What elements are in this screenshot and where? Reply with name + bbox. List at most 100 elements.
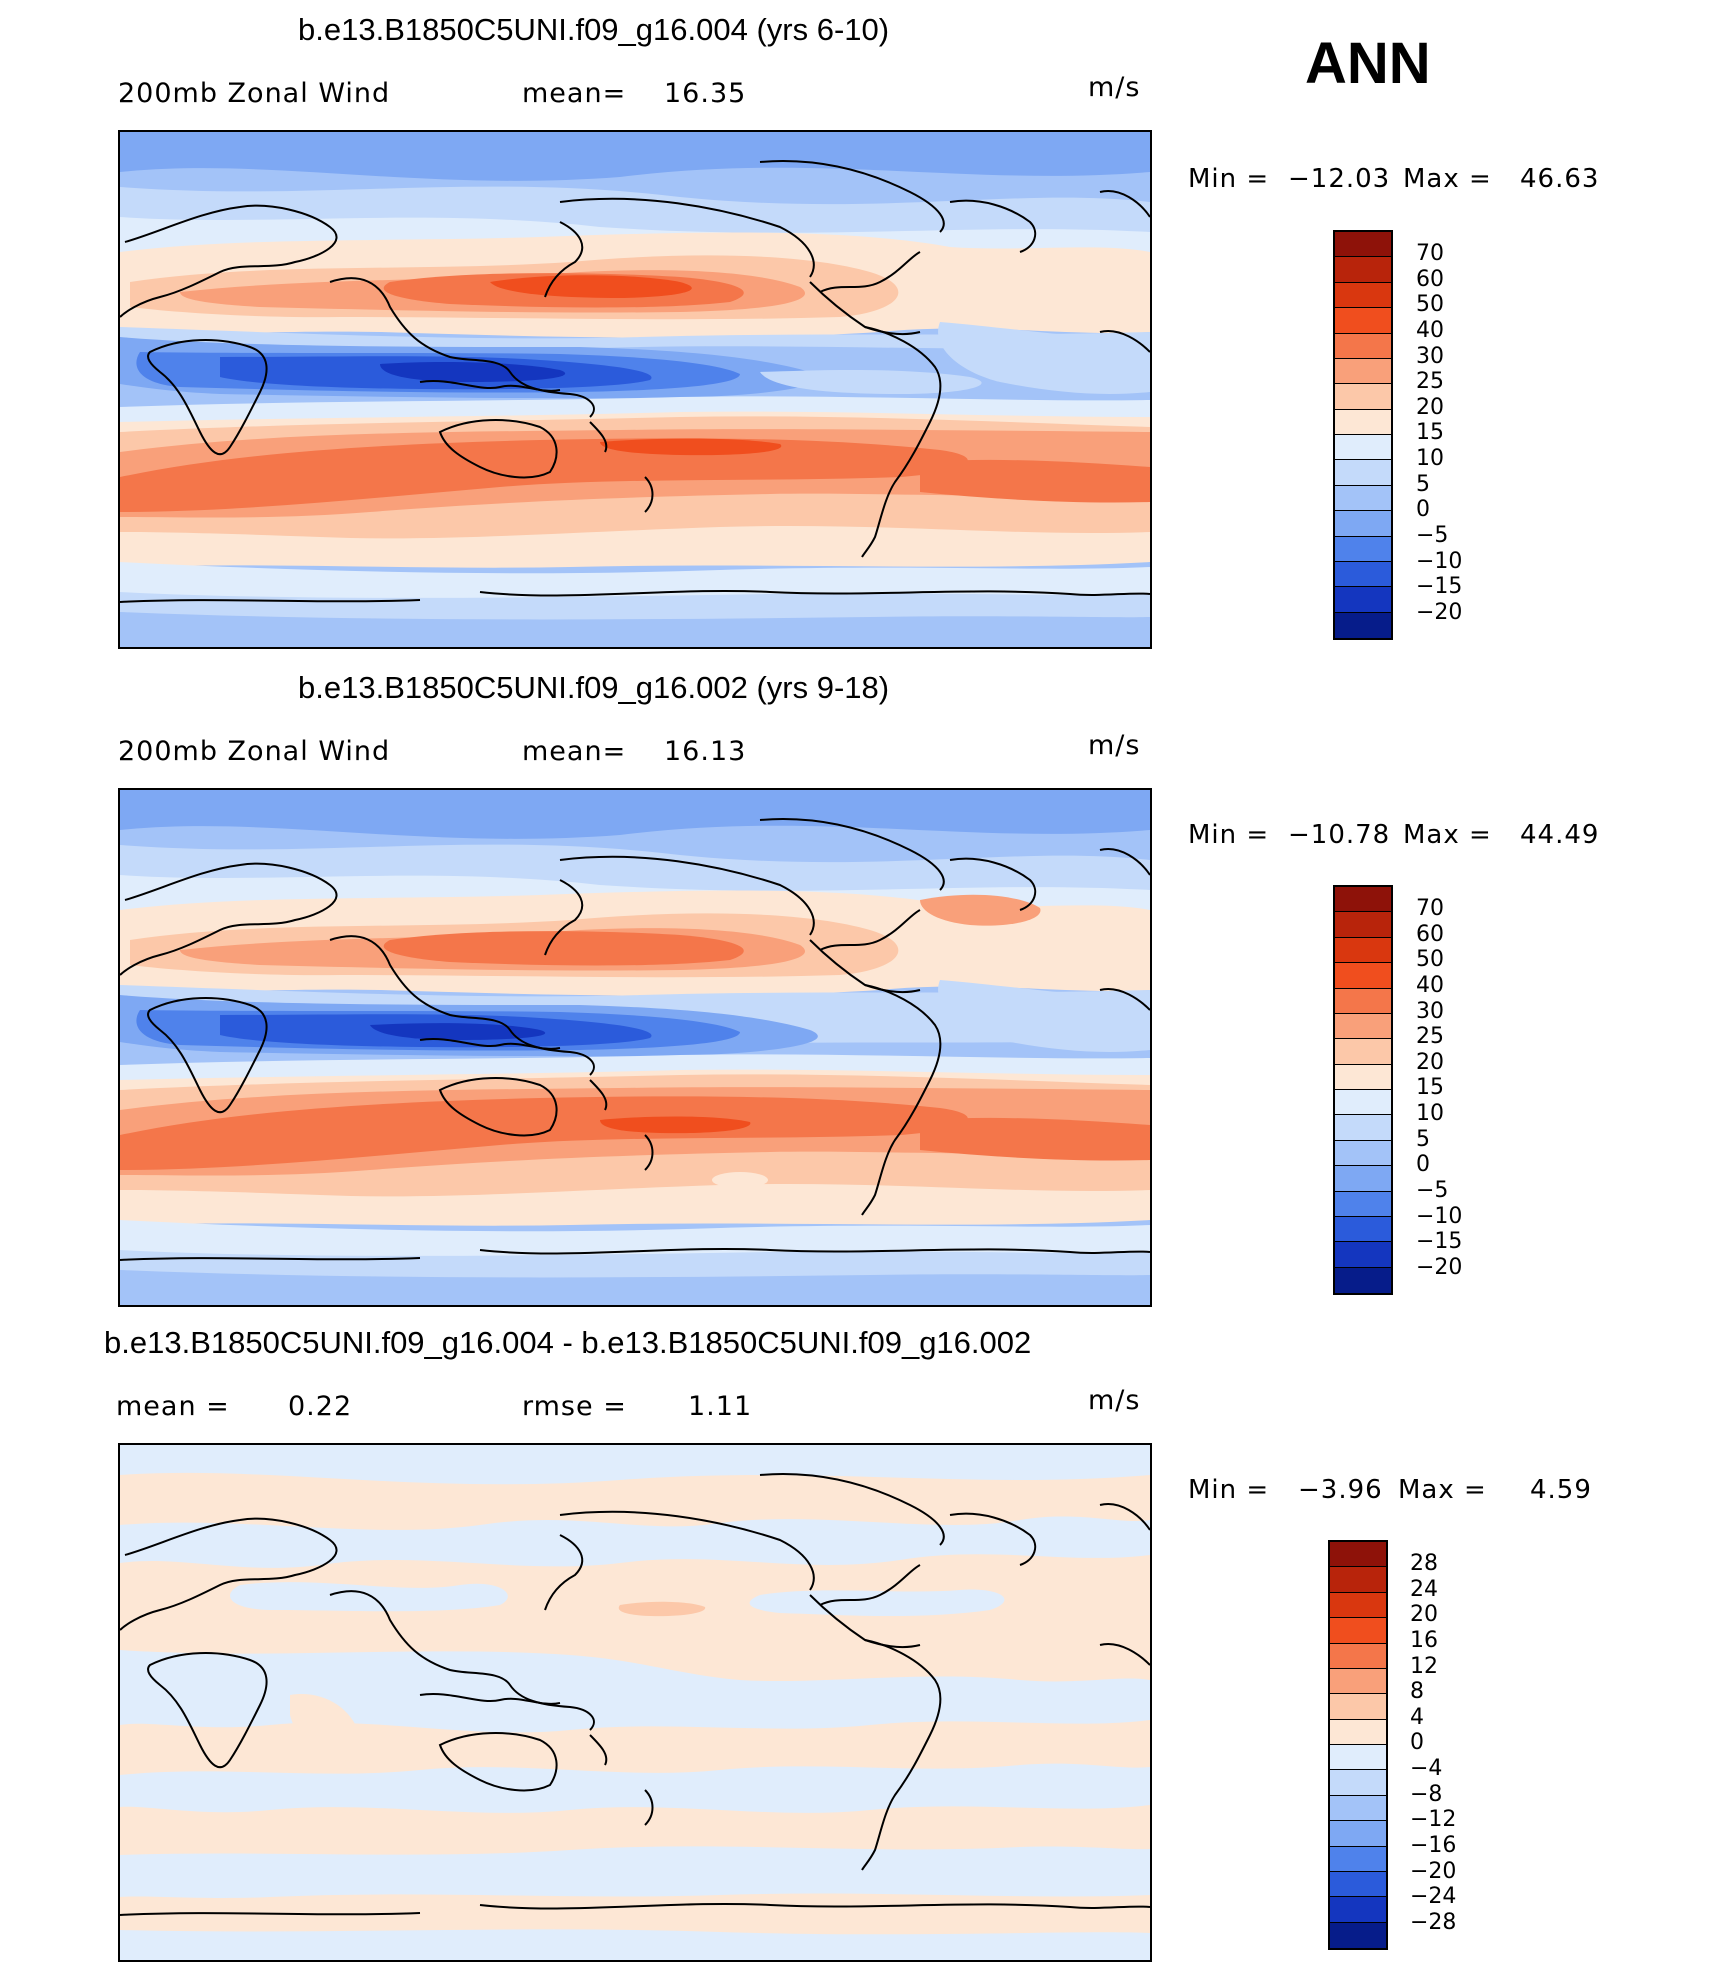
colorbar-tick-label: −20 bbox=[1416, 599, 1463, 625]
panel-3-rmse-label: rmse = bbox=[522, 1391, 627, 1422]
colorbar-tick-label: 20 bbox=[1416, 394, 1444, 420]
colorbar-tick-label: 16 bbox=[1410, 1627, 1438, 1653]
panel-2-colorbar bbox=[1333, 885, 1393, 1295]
colorbar-swatch bbox=[1335, 1166, 1391, 1192]
panel-1-contour-map bbox=[120, 132, 1150, 647]
colorbar-tick-label: −8 bbox=[1410, 1781, 1443, 1807]
colorbar-tick-label: 10 bbox=[1416, 1101, 1444, 1126]
panel-3-max-label: Max = bbox=[1398, 1475, 1487, 1505]
colorbar-tick-label: 40 bbox=[1416, 317, 1444, 343]
colorbar-swatch bbox=[1335, 435, 1391, 461]
colorbar-tick-label: −5 bbox=[1416, 522, 1449, 548]
colorbar-swatch bbox=[1330, 1846, 1386, 1872]
colorbar-swatch bbox=[1335, 384, 1391, 410]
colorbar-tick-label: −20 bbox=[1410, 1858, 1457, 1884]
panel-1-min-label: Min = bbox=[1188, 164, 1270, 194]
colorbar-tick-label: −12 bbox=[1410, 1807, 1457, 1833]
colorbar-swatch bbox=[1335, 282, 1391, 309]
colorbar-swatch bbox=[1330, 1643, 1386, 1669]
colorbar-swatch bbox=[1330, 1821, 1386, 1847]
colorbar-swatch bbox=[1330, 1719, 1386, 1745]
colorbar-swatch bbox=[1335, 887, 1391, 913]
colorbar-swatch bbox=[1335, 1216, 1391, 1243]
colorbar-tick-label: −10 bbox=[1416, 548, 1463, 574]
panel-3-contour-map bbox=[120, 1445, 1150, 1960]
panel-2-map bbox=[118, 788, 1152, 1307]
panel-2-max-value: 44.49 bbox=[1520, 820, 1600, 850]
colorbar-swatch bbox=[1335, 988, 1391, 1014]
colorbar-swatch bbox=[1335, 333, 1391, 359]
panel-2-max-label: Max = bbox=[1403, 820, 1492, 850]
colorbar-tick-label: 5 bbox=[1416, 471, 1430, 497]
colorbar-swatch bbox=[1335, 937, 1391, 964]
panel-3-max-value: 4.59 bbox=[1530, 1475, 1592, 1505]
panel-1-stat-value: 16.35 bbox=[664, 78, 747, 109]
panel-1-map bbox=[118, 130, 1152, 649]
colorbar-tick-label: 0 bbox=[1410, 1730, 1424, 1756]
colorbar-tick-label: 8 bbox=[1410, 1679, 1424, 1705]
panel-1-units: m/s bbox=[1088, 72, 1141, 103]
colorbar-tick-label: −10 bbox=[1416, 1203, 1463, 1229]
panel-1-variable: 200mb Zonal Wind bbox=[118, 78, 391, 109]
colorbar-tick-label: 25 bbox=[1416, 369, 1444, 395]
colorbar-tick-label: 30 bbox=[1416, 998, 1444, 1024]
colorbar-swatch bbox=[1330, 1922, 1386, 1948]
colorbar-tick-label: 60 bbox=[1416, 921, 1444, 947]
colorbar-swatch bbox=[1330, 1795, 1386, 1822]
colorbar-tick-label: −5 bbox=[1416, 1177, 1449, 1203]
colorbar-tick-label: 30 bbox=[1416, 343, 1444, 369]
colorbar-swatch bbox=[1335, 912, 1391, 938]
panel-1-title: b.e13.B1850C5UNI.f09_g16.004 (yrs 6-10) bbox=[298, 12, 890, 47]
colorbar-swatch bbox=[1335, 587, 1391, 613]
colorbar-swatch bbox=[1330, 1871, 1386, 1898]
panel-1-colorbar bbox=[1333, 230, 1393, 640]
colorbar-swatch bbox=[1335, 232, 1391, 258]
colorbar-swatch bbox=[1335, 1064, 1391, 1090]
panel-3-mean-label: mean = bbox=[116, 1391, 230, 1422]
colorbar-tick-label: −28 bbox=[1410, 1909, 1457, 1935]
colorbar-tick-label: 50 bbox=[1416, 947, 1444, 973]
colorbar-tick-label: −4 bbox=[1410, 1756, 1443, 1781]
colorbar-tick-label: 4 bbox=[1410, 1704, 1424, 1730]
colorbar-tick-label: 20 bbox=[1416, 1049, 1444, 1075]
colorbar-swatch bbox=[1330, 1694, 1386, 1720]
colorbar-tick-label: 0 bbox=[1416, 497, 1430, 523]
panel-2-contour-map bbox=[120, 790, 1150, 1305]
colorbar-swatch bbox=[1335, 485, 1391, 512]
colorbar-swatch bbox=[1335, 257, 1391, 283]
colorbar-swatch bbox=[1335, 511, 1391, 537]
colorbar-swatch bbox=[1335, 358, 1391, 385]
colorbar-swatch bbox=[1330, 1542, 1386, 1568]
colorbar-swatch bbox=[1330, 1668, 1386, 1695]
colorbar-swatch bbox=[1335, 460, 1391, 486]
colorbar-tick-label: 28 bbox=[1410, 1551, 1438, 1576]
panel-1-stat-label: mean= bbox=[522, 78, 627, 109]
colorbar-swatch bbox=[1335, 1039, 1391, 1065]
colorbar-tick-label: 50 bbox=[1416, 292, 1444, 318]
colorbar-swatch bbox=[1335, 308, 1391, 334]
colorbar-swatch bbox=[1335, 1267, 1391, 1293]
panel-3-title: b.e13.B1850C5UNI.f09_g16.004 - b.e13.B18… bbox=[104, 1325, 1032, 1360]
colorbar-tick-label: −15 bbox=[1416, 1229, 1463, 1255]
panel-3-map bbox=[118, 1443, 1152, 1962]
colorbar-tick-label: 5 bbox=[1416, 1126, 1430, 1152]
panel-1-max-value: 46.63 bbox=[1520, 164, 1600, 194]
colorbar-tick-label: 15 bbox=[1416, 420, 1444, 446]
colorbar-tick-label: 10 bbox=[1416, 446, 1444, 471]
colorbar-tick-label: 24 bbox=[1410, 1576, 1438, 1602]
colorbar-tick-label: 70 bbox=[1416, 896, 1444, 921]
colorbar-swatch bbox=[1330, 1770, 1386, 1796]
colorbar-tick-label: −24 bbox=[1410, 1884, 1457, 1910]
colorbar-tick-label: −16 bbox=[1410, 1832, 1457, 1858]
colorbar-swatch bbox=[1335, 612, 1391, 638]
panel-2-stat-value: 16.13 bbox=[664, 736, 747, 767]
panel-1-max-label: Max = bbox=[1403, 164, 1492, 194]
colorbar-tick-label: 0 bbox=[1416, 1152, 1430, 1178]
panel-2-stat-label: mean= bbox=[522, 736, 627, 767]
colorbar-tick-label: 20 bbox=[1410, 1602, 1438, 1628]
colorbar-swatch bbox=[1335, 1140, 1391, 1167]
panel-2-min-label: Min = bbox=[1188, 820, 1270, 850]
panel-1-min-value: −12.03 bbox=[1288, 164, 1391, 194]
colorbar-tick-label: 12 bbox=[1410, 1653, 1438, 1679]
colorbar-tick-label: 15 bbox=[1416, 1075, 1444, 1101]
